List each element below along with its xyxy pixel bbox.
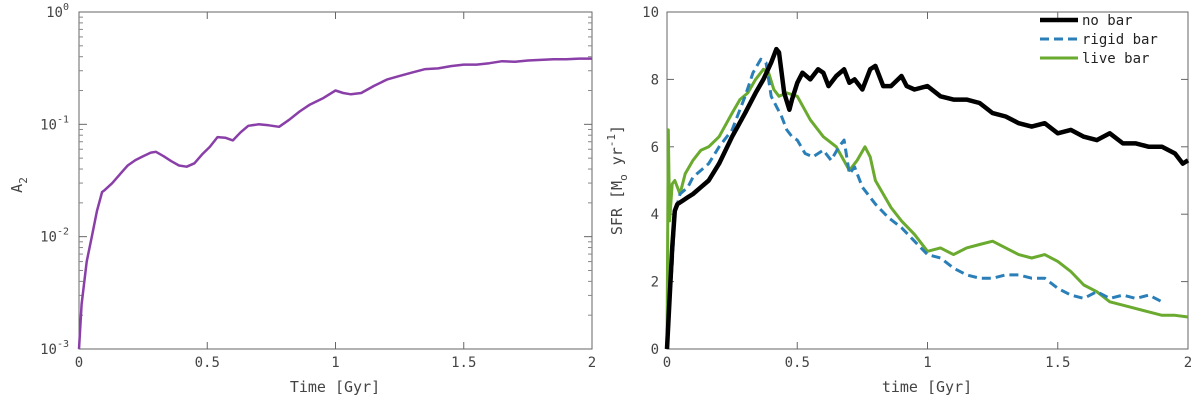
a2-y-tick-label: 100	[46, 2, 69, 21]
legend-label-rigid-bar: rigid bar	[1082, 32, 1158, 48]
a2-log-plot: 0 0.5 1 1.5 2 10-3 10-2 10-1 100 Time [Gyr] A2	[8, 2, 596, 396]
a2-line	[79, 59, 592, 349]
a2-x-axis-label: Time [Gyr]	[290, 378, 380, 396]
sfr-y-axis-label: SFR [Mo yr-1]	[605, 125, 630, 235]
sfr-y-tick-label: 8	[651, 72, 659, 88]
a2-x-tick-label: 1.5	[451, 355, 476, 371]
sfr-legend: no bar rigid bar live bar	[1040, 13, 1158, 67]
legend-label-live-bar: live bar	[1082, 51, 1149, 67]
sfr-x-tick-label: 1	[923, 355, 931, 371]
sfr-y-tick-label: 4	[651, 207, 659, 223]
sfr-y-tick-label: 10	[642, 5, 659, 21]
a2-y-tick-label: 10-3	[40, 339, 69, 358]
sfr-line-rigid-bar	[667, 59, 1162, 349]
sfr-plot: 0 0.5 1 1.5 2 0 2 4 6 8 10 time [Gyr] SFR [Mo yr-…	[605, 5, 1192, 396]
sfr-x-tick-label: 0.5	[785, 355, 810, 371]
sfr-y-tick-label: 2	[651, 275, 659, 291]
a2-y-tick-label: 10-2	[40, 227, 69, 246]
sfr-x-tick-label: 0	[663, 355, 671, 371]
sfr-x-tick-label: 2	[1184, 355, 1192, 371]
a2-y-axis: 10-3 10-2 10-1 100	[40, 2, 592, 358]
a2-x-tick-label: 0.5	[195, 355, 220, 371]
a2-x-tick-label: 1	[331, 355, 339, 371]
sfr-x-tick-label: 1.5	[1045, 355, 1070, 371]
sfr-y-tick-label: 6	[651, 140, 659, 156]
sfr-y-tick-label: 0	[651, 342, 659, 358]
a2-y-axis-label: A2	[8, 177, 30, 193]
a2-x-axis: 0 0.5 1 1.5 2	[75, 12, 596, 371]
sfr-x-axis-label: time [Gyr]	[882, 378, 972, 396]
sfr-series	[667, 49, 1188, 349]
a2-x-tick-label: 2	[588, 355, 596, 371]
a2-series	[79, 59, 592, 349]
a2-x-tick-label: 0	[75, 355, 83, 371]
a2-y-tick-label: 10-1	[40, 114, 69, 133]
legend-label-no-bar: no bar	[1082, 13, 1133, 29]
